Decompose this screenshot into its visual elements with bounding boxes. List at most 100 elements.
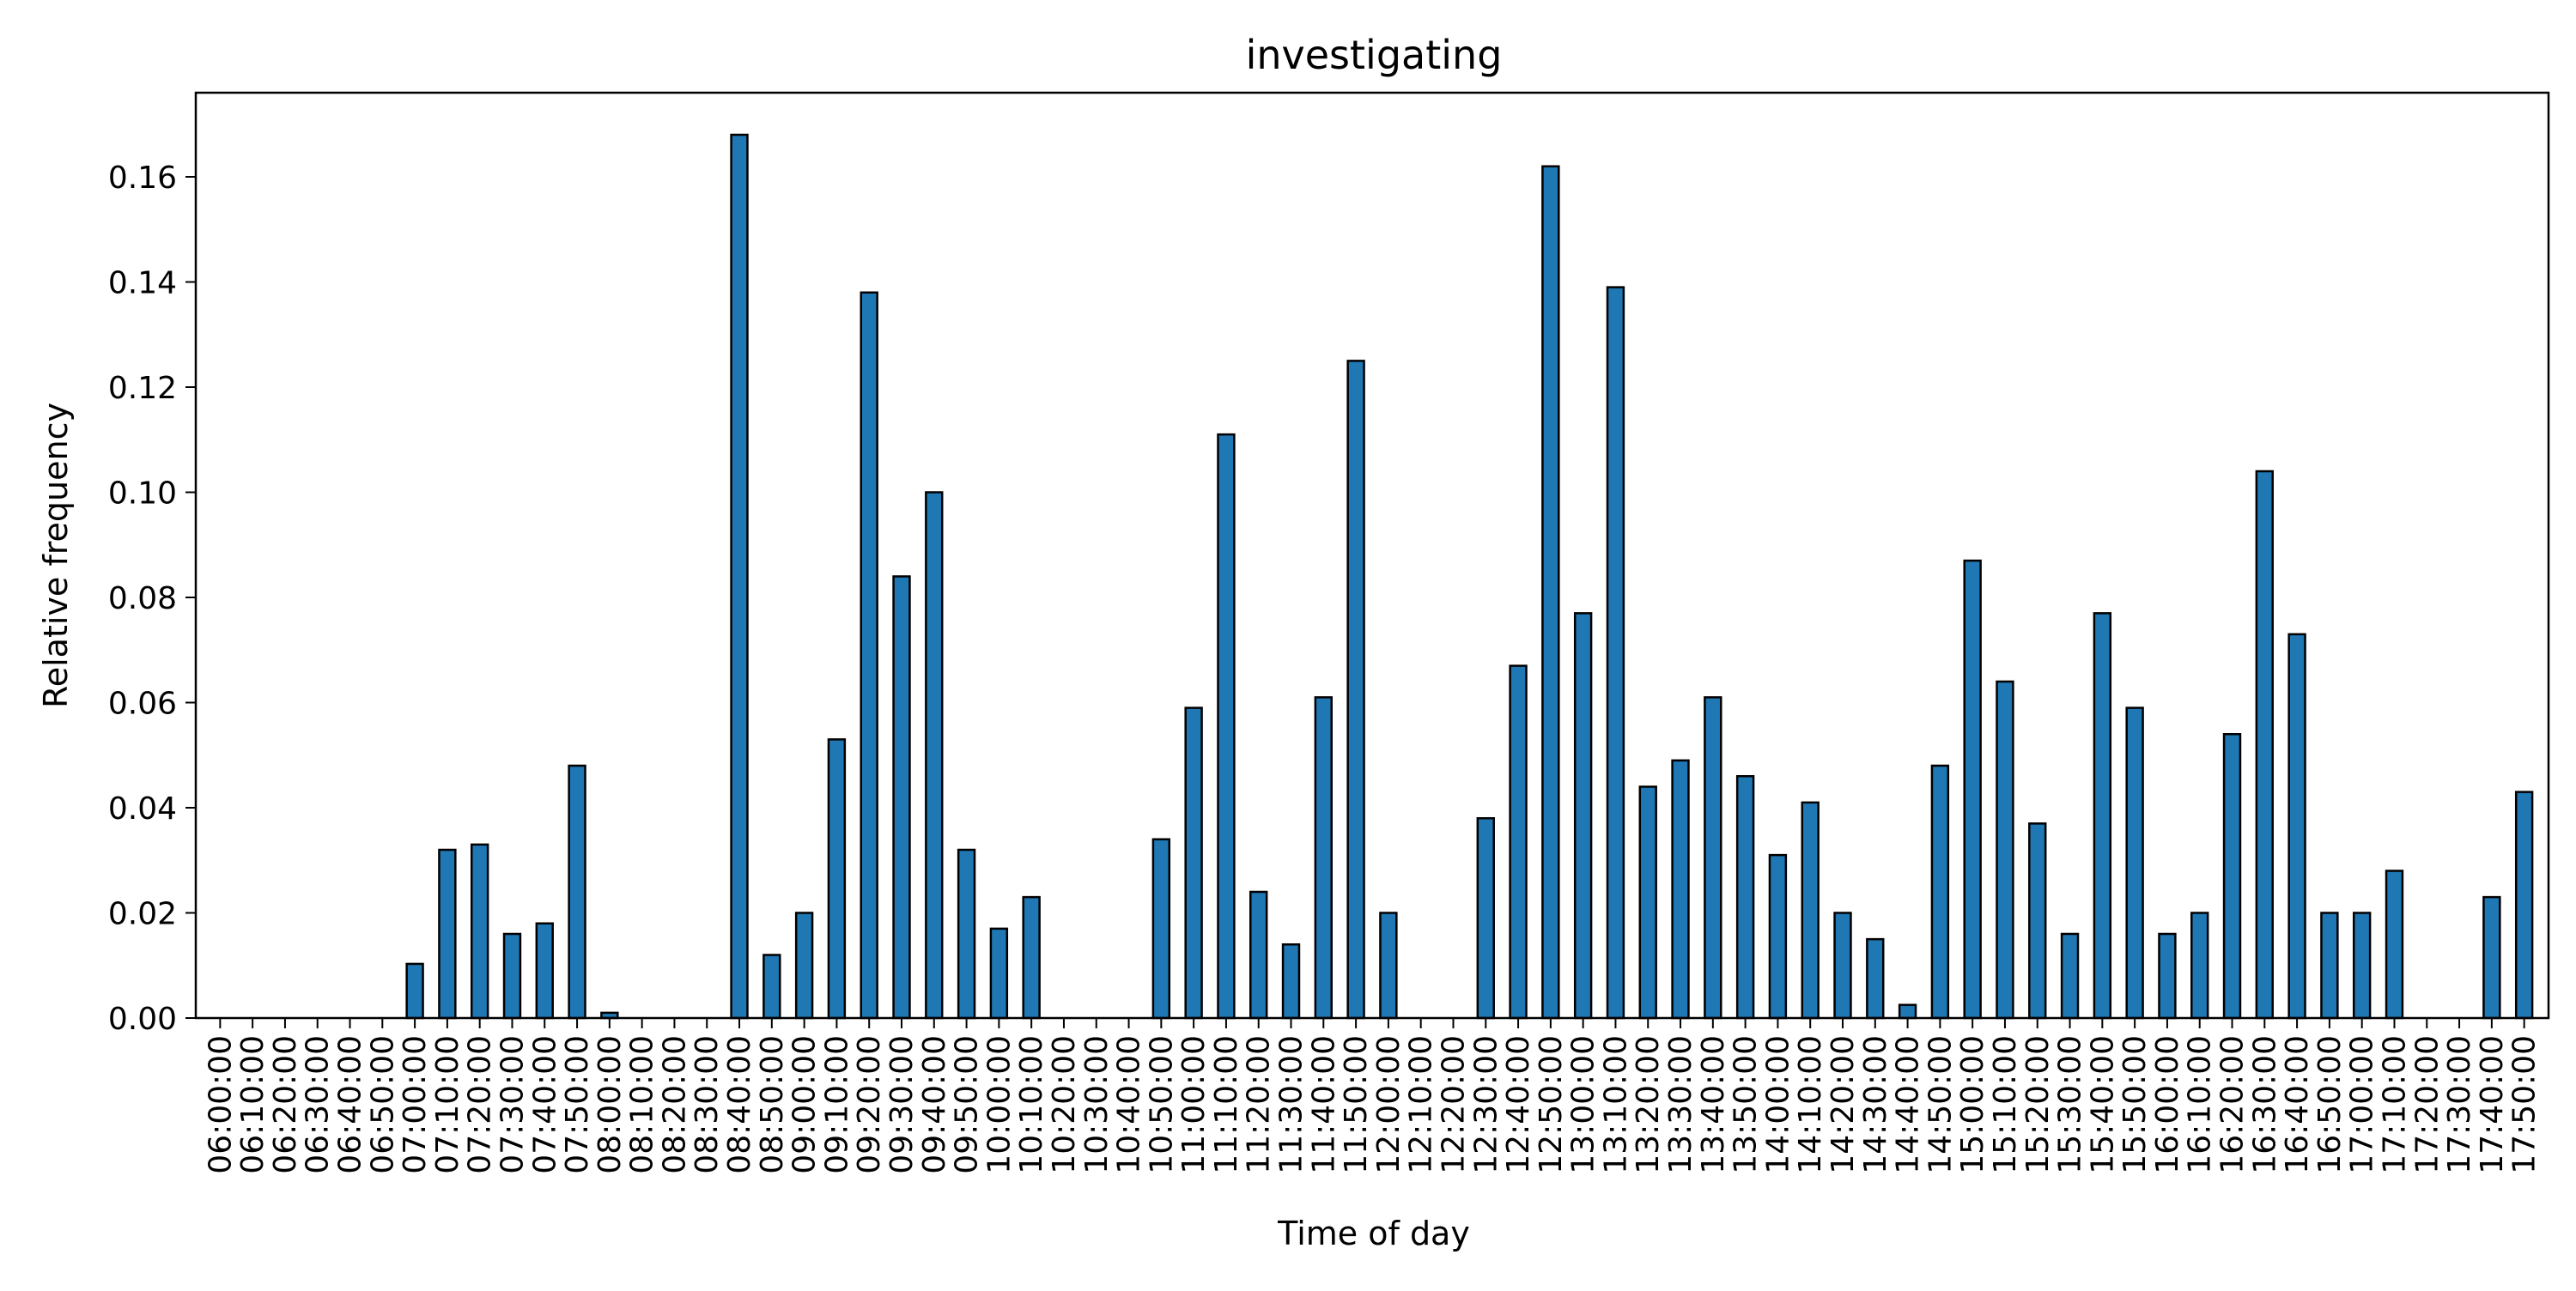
bar-09:40:00 bbox=[925, 491, 944, 1020]
bar-14:50:00 bbox=[1930, 764, 1950, 1020]
bar-17:00:00 bbox=[2352, 912, 2372, 1020]
x-tick-label: 09:50:00 bbox=[950, 1035, 985, 1174]
x-tick-label: 10:50:00 bbox=[1144, 1035, 1179, 1174]
bar-14:40:00 bbox=[1898, 1003, 1917, 1020]
x-tick-label: 13:40:00 bbox=[1696, 1035, 1731, 1174]
x-tick-label: 14:10:00 bbox=[1793, 1035, 1828, 1174]
bar-13:20:00 bbox=[1638, 785, 1657, 1020]
x-tick-label: 12:20:00 bbox=[1436, 1035, 1471, 1174]
x-tick-label: 10:40:00 bbox=[1112, 1035, 1147, 1174]
bar-10:00:00 bbox=[989, 927, 1009, 1020]
x-tick-label: 08:00:00 bbox=[592, 1035, 628, 1174]
bar-09:10:00 bbox=[827, 738, 847, 1020]
x-tick-label: 09:10:00 bbox=[819, 1035, 854, 1174]
x-tick-label: 11:00:00 bbox=[1176, 1035, 1212, 1174]
x-tick-label: 13:20:00 bbox=[1631, 1035, 1666, 1174]
x-tick-label: 13:10:00 bbox=[1598, 1035, 1633, 1174]
x-tick-label: 15:40:00 bbox=[2085, 1035, 2120, 1174]
x-tick-label: 06:00:00 bbox=[203, 1035, 238, 1174]
bar-17:50:00 bbox=[2514, 791, 2534, 1020]
bar-14:10:00 bbox=[1801, 801, 1820, 1020]
bar-12:00:00 bbox=[1379, 912, 1398, 1020]
bar-11:50:00 bbox=[1346, 360, 1365, 1020]
bar-12:40:00 bbox=[1509, 664, 1528, 1020]
x-tick-label: 09:00:00 bbox=[787, 1035, 823, 1174]
x-tick-label: 11:20:00 bbox=[1242, 1035, 1277, 1174]
x-tick-label: 11:10:00 bbox=[1209, 1035, 1244, 1174]
x-tick-label: 11:50:00 bbox=[1339, 1035, 1374, 1174]
x-tick-label: 06:10:00 bbox=[235, 1035, 270, 1174]
bar-15:20:00 bbox=[2028, 822, 2047, 1020]
x-tick-label: 17:20:00 bbox=[2409, 1035, 2445, 1174]
x-tick-label: 12:50:00 bbox=[1534, 1035, 1569, 1174]
x-tick-label: 11:40:00 bbox=[1306, 1035, 1341, 1174]
y-tick-label: 0.16 bbox=[108, 161, 177, 196]
x-tick-label: 15:20:00 bbox=[2020, 1035, 2056, 1174]
bar-15:40:00 bbox=[2093, 612, 2112, 1020]
x-tick-label: 14:20:00 bbox=[1826, 1035, 1861, 1174]
bar-13:40:00 bbox=[1704, 696, 1722, 1020]
y-tick-label: 0.00 bbox=[108, 1002, 177, 1037]
x-tick-label: 17:40:00 bbox=[2475, 1035, 2510, 1174]
bar-08:40:00 bbox=[730, 133, 749, 1020]
y-tick-label: 0.02 bbox=[108, 897, 177, 932]
x-tick-label: 16:10:00 bbox=[2183, 1035, 2218, 1174]
bar-16:40:00 bbox=[2287, 633, 2306, 1020]
x-tick-label: 17:00:00 bbox=[2345, 1035, 2380, 1174]
x-tick-label: 13:00:00 bbox=[1566, 1035, 1601, 1174]
bar-13:50:00 bbox=[1735, 775, 1755, 1020]
x-tick-label: 08:30:00 bbox=[690, 1035, 725, 1174]
bar-09:30:00 bbox=[892, 575, 911, 1020]
x-axis-title: Time of day bbox=[1277, 1215, 1470, 1252]
bars bbox=[405, 133, 2534, 1020]
bar-07:30:00 bbox=[502, 932, 522, 1020]
x-tick-label: 17:10:00 bbox=[2377, 1035, 2412, 1174]
bar-17:40:00 bbox=[2482, 895, 2501, 1020]
bar-13:10:00 bbox=[1606, 286, 1625, 1020]
x-tick-label: 08:50:00 bbox=[755, 1035, 790, 1174]
x-tick-label: 08:20:00 bbox=[657, 1035, 692, 1174]
x-tick-label: 06:30:00 bbox=[301, 1035, 336, 1174]
x-tick-label: 08:10:00 bbox=[625, 1035, 660, 1174]
bar-11:00:00 bbox=[1184, 706, 1203, 1020]
x-axis-ticks: 06:00:0006:10:0006:20:0006:30:0006:40:00… bbox=[203, 1018, 2543, 1174]
x-tick-label: 07:00:00 bbox=[398, 1035, 433, 1174]
x-tick-label: 07:20:00 bbox=[463, 1035, 498, 1174]
bar-11:10:00 bbox=[1217, 433, 1236, 1020]
x-tick-label: 16:40:00 bbox=[2280, 1035, 2315, 1174]
bar-07:00:00 bbox=[405, 962, 424, 1020]
y-axis-ticks: 0.00 0.02 0.04 0.06 0.08 0.10 0.12 0.14 0.16 bbox=[108, 161, 196, 1037]
bar-13:30:00 bbox=[1671, 759, 1690, 1020]
bar-13:00:00 bbox=[1573, 612, 1593, 1020]
x-tick-label: 15:00:00 bbox=[1955, 1035, 1990, 1174]
y-tick-label: 0.04 bbox=[108, 791, 177, 827]
x-tick-label: 17:30:00 bbox=[2442, 1035, 2477, 1174]
x-tick-label: 14:50:00 bbox=[1923, 1035, 1958, 1174]
bar-09:20:00 bbox=[860, 291, 878, 1020]
y-tick-label: 0.08 bbox=[108, 581, 177, 616]
bar-07:50:00 bbox=[568, 764, 586, 1020]
x-tick-label: 16:50:00 bbox=[2312, 1035, 2348, 1174]
bar-11:30:00 bbox=[1281, 943, 1301, 1020]
x-tick-label: 10:00:00 bbox=[981, 1035, 1017, 1174]
x-tick-label: 09:40:00 bbox=[917, 1035, 952, 1174]
x-tick-label: 07:30:00 bbox=[495, 1035, 530, 1174]
bar-07:20:00 bbox=[470, 843, 489, 1020]
bar-15:50:00 bbox=[2125, 706, 2144, 1020]
bar-16:30:00 bbox=[2255, 470, 2275, 1020]
y-tick-label: 0.14 bbox=[108, 266, 177, 301]
y-tick-label: 0.12 bbox=[108, 371, 177, 406]
bar-10:50:00 bbox=[1151, 838, 1171, 1020]
x-tick-label: 16:00:00 bbox=[2150, 1035, 2185, 1174]
bar-14:30:00 bbox=[1866, 937, 1885, 1020]
x-tick-label: 15:10:00 bbox=[1988, 1035, 2023, 1174]
x-tick-label: 17:50:00 bbox=[2507, 1035, 2543, 1174]
x-tick-label: 07:50:00 bbox=[560, 1035, 595, 1174]
bar-07:40:00 bbox=[535, 922, 554, 1020]
x-tick-label: 09:20:00 bbox=[852, 1035, 887, 1174]
x-tick-label: 13:30:00 bbox=[1663, 1035, 1698, 1174]
bar-12:50:00 bbox=[1541, 165, 1560, 1020]
bar-15:10:00 bbox=[1996, 680, 2014, 1020]
